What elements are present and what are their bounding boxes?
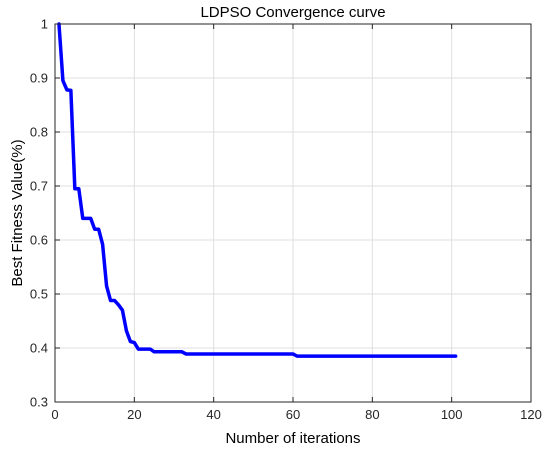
x-axis-label: Number of iterations [225, 430, 360, 447]
y-tick-label: 0.3 [30, 395, 48, 410]
y-tick-label: 0.7 [30, 179, 48, 194]
series-line [57, 22, 458, 358]
x-tick-label: 40 [206, 407, 220, 422]
x-tick-label: 20 [127, 407, 141, 422]
x-tick-label: 0 [51, 407, 58, 422]
axis-ticks: 0 20 40 60 80 100 120 0.3 0.4 0.5 0.6 0.7 0.8 0.9 1 [30, 17, 542, 423]
x-tick-label: 80 [365, 407, 379, 422]
y-tick-label: 0.8 [30, 125, 48, 140]
y-tick-label: 0.4 [30, 341, 48, 356]
x-tick-label: 120 [520, 407, 542, 422]
y-tick-label: 0.5 [30, 287, 48, 302]
series-layer [57, 22, 458, 358]
chart-title: LDPSO Convergence curve [200, 4, 385, 21]
y-tick-label: 0.6 [30, 233, 48, 248]
x-tick-label: 60 [286, 407, 300, 422]
y-tick-label: 1 [41, 17, 48, 32]
x-tick-label: 100 [441, 407, 463, 422]
y-tick-label: 0.9 [30, 71, 48, 86]
y-axis-label: Best Fitness Value(%) [9, 139, 26, 286]
